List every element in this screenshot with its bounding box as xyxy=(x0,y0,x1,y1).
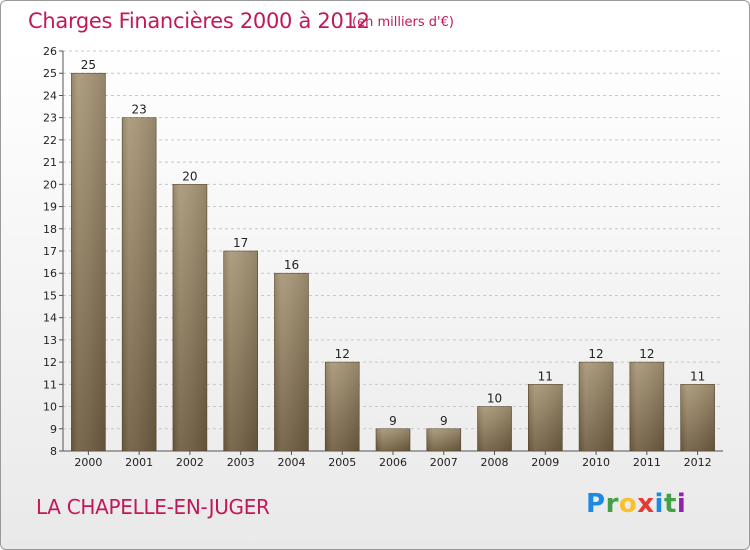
x-tick-label: 2001 xyxy=(125,456,153,469)
bar-shade xyxy=(528,384,563,451)
bar-shade xyxy=(274,273,309,451)
y-tick-label: 21 xyxy=(43,156,57,169)
bar-shade xyxy=(579,362,614,451)
logo-letter: x xyxy=(637,489,655,519)
chart-title: Charges Financières 2000 à 2012 xyxy=(28,9,370,33)
logo-letter: r xyxy=(605,489,619,519)
y-tick-label: 15 xyxy=(43,289,57,302)
y-tick-label: 9 xyxy=(50,423,57,436)
y-tick-label: 14 xyxy=(43,312,57,325)
y-tick-label: 22 xyxy=(43,134,57,147)
x-tick-label: 2011 xyxy=(633,456,661,469)
x-tick-label: 2005 xyxy=(328,456,356,469)
y-tick-label: 13 xyxy=(43,334,57,347)
y-tick-label: 19 xyxy=(43,201,57,214)
bar-value-label: 23 xyxy=(132,103,147,117)
bar-value-label: 9 xyxy=(389,414,397,428)
bar-value-label: 20 xyxy=(182,169,197,183)
y-tick-label: 10 xyxy=(43,401,57,414)
bar-value-label: 17 xyxy=(233,236,248,250)
bar-shade xyxy=(426,428,461,451)
bar-value-label: 10 xyxy=(487,392,502,406)
bar-shade xyxy=(325,362,360,451)
y-tick-label: 26 xyxy=(43,45,57,58)
bar-shade xyxy=(172,184,207,452)
bar-shade xyxy=(122,117,157,452)
bar-shade xyxy=(376,428,410,451)
y-tick-label: 18 xyxy=(43,223,57,236)
y-tick-label: 16 xyxy=(43,267,57,280)
bars xyxy=(71,72,715,452)
bar-value-label: 12 xyxy=(588,347,603,361)
y-tick-label: 23 xyxy=(43,112,57,125)
bar-shade xyxy=(223,251,258,451)
axes xyxy=(59,50,723,455)
y-tick-label: 17 xyxy=(43,245,57,258)
commune-name: LA CHAPELLE-EN-JUGER xyxy=(36,495,270,519)
bar-value-label: 25 xyxy=(81,58,96,72)
labels: 8 9 10 11 12 13 14 15 16 17 18 19 20 21 22 23 24 25 26 25 20… xyxy=(43,45,712,469)
logo-letter: i xyxy=(676,489,687,519)
x-tick-label: 2006 xyxy=(379,456,407,469)
grid-lines xyxy=(63,50,723,452)
y-tick-label: 8 xyxy=(50,445,57,458)
x-tick-label: 2002 xyxy=(176,456,204,469)
logo-letter: o xyxy=(618,489,638,519)
x-tick-label: 2010 xyxy=(582,456,610,469)
x-tick-label: 2000 xyxy=(74,456,102,469)
bar-value-label: 11 xyxy=(538,369,553,383)
bar-shade xyxy=(71,73,106,451)
bar-shade xyxy=(477,406,512,451)
x-tick-label: 2007 xyxy=(430,456,458,469)
y-tick-label: 25 xyxy=(43,67,57,80)
y-tick-label: 20 xyxy=(43,178,57,191)
bar-shade xyxy=(629,362,664,451)
logo-letter: t xyxy=(663,489,677,519)
bar-value-label: 12 xyxy=(639,347,654,361)
bar-value-label: 16 xyxy=(284,258,299,272)
logo-letter: i xyxy=(654,489,664,519)
bar-value-label: 9 xyxy=(440,414,448,428)
y-tick-label: 11 xyxy=(43,378,57,391)
bar-value-label: 11 xyxy=(690,369,705,383)
x-tick-label: 2012 xyxy=(684,456,712,469)
logo-letter: P xyxy=(586,489,606,519)
y-tick-label: 12 xyxy=(43,356,57,369)
x-tick-label: 2009 xyxy=(531,456,559,469)
bar-value-label: 12 xyxy=(335,347,350,361)
x-tick-label: 2008 xyxy=(481,456,509,469)
proxiti-logo: Proxiti xyxy=(586,489,686,519)
chart-subtitle: (en milliers d'€) xyxy=(352,15,454,30)
y-tick-label: 24 xyxy=(43,89,57,102)
x-tick-label: 2003 xyxy=(227,456,255,469)
x-tick-label: 2004 xyxy=(277,456,305,469)
bar-shade xyxy=(680,384,715,451)
